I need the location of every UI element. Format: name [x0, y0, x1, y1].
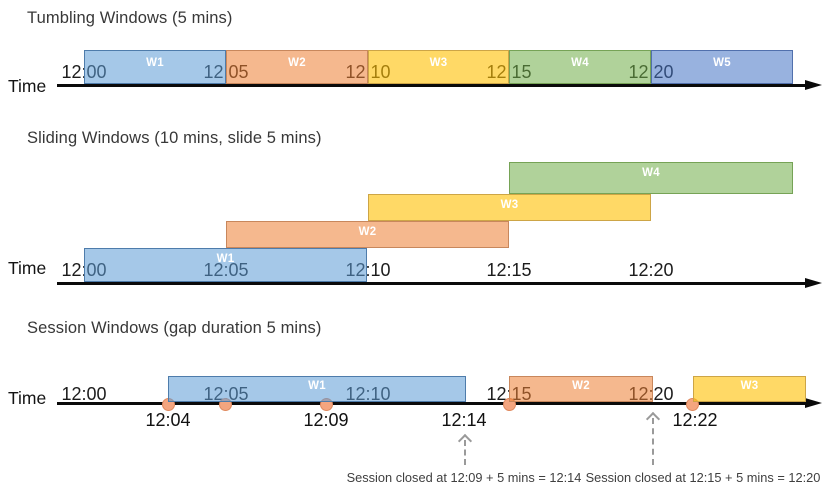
time-axis-line: [57, 282, 808, 285]
window-label: W3: [740, 380, 759, 392]
window-label: W4: [571, 57, 589, 69]
window-bar-w4: W4: [509, 162, 793, 194]
time-axis-line: [57, 402, 808, 405]
window-label: W1: [308, 380, 326, 392]
window-bar-w2: W2: [226, 50, 368, 84]
window-bar-w4: W4: [509, 50, 651, 84]
window-bar-w1: W1: [84, 50, 226, 84]
window-label: W3: [500, 199, 519, 211]
window-bar-w3: W3: [368, 50, 509, 84]
section-title-session: Session Windows (gap duration 5 mins): [27, 319, 322, 337]
window-bar-w1: W1: [168, 376, 466, 402]
window-label: W1: [146, 57, 164, 69]
section-title-sliding: Sliding Windows (10 mins, slide 5 mins): [27, 129, 322, 147]
close-time-label-12-14: 12:14: [441, 410, 487, 430]
session-close-annotation-2: Session closed at 12:15 + 5 mins = 12:20: [585, 470, 821, 485]
window-label: W1: [216, 253, 235, 265]
arrow-up-icon: [458, 433, 473, 449]
window-bar-w2: W2: [226, 221, 509, 248]
tick-12-20: 12:20: [628, 260, 674, 280]
section-title-tumbling: Tumbling Windows (5 mins): [27, 9, 233, 27]
tick-12-00: 12:00: [61, 384, 107, 404]
window-label: W4: [642, 167, 660, 179]
time-axis-line: [57, 84, 808, 87]
event-time-label-12-04: 12:04: [145, 410, 191, 430]
time-axis-arrowhead-icon: [805, 80, 822, 90]
time-axis-label: Time: [8, 258, 47, 278]
window-label: W2: [572, 380, 590, 392]
event-time-label-12-22: 12:22: [672, 410, 718, 430]
tick-12-15: 12:15: [486, 260, 532, 280]
time-axis-label: Time: [8, 388, 47, 408]
window-label: W2: [288, 57, 306, 69]
window-bar-w2: W2: [509, 376, 653, 402]
window-bar-w3: W3: [368, 194, 651, 221]
window-label: W2: [358, 226, 377, 238]
window-label: W5: [713, 57, 731, 69]
time-axis-arrowhead-icon: [805, 398, 822, 408]
callout-arrow-right: [646, 411, 661, 465]
window-bar-w5: W5: [651, 50, 793, 84]
arrow-up-icon: [646, 411, 661, 427]
callout-arrow-left: [458, 433, 473, 465]
time-axis-label: Time: [8, 76, 47, 96]
window-label: W3: [429, 57, 448, 69]
window-bar-w3: W3: [693, 376, 806, 402]
session-close-annotation-1: Session closed at 12:09 + 5 mins = 12:14: [346, 470, 582, 485]
event-time-label-12-09: 12:09: [303, 410, 349, 430]
window-bar-w1: W1: [84, 248, 367, 282]
time-axis-arrowhead-icon: [805, 278, 822, 288]
